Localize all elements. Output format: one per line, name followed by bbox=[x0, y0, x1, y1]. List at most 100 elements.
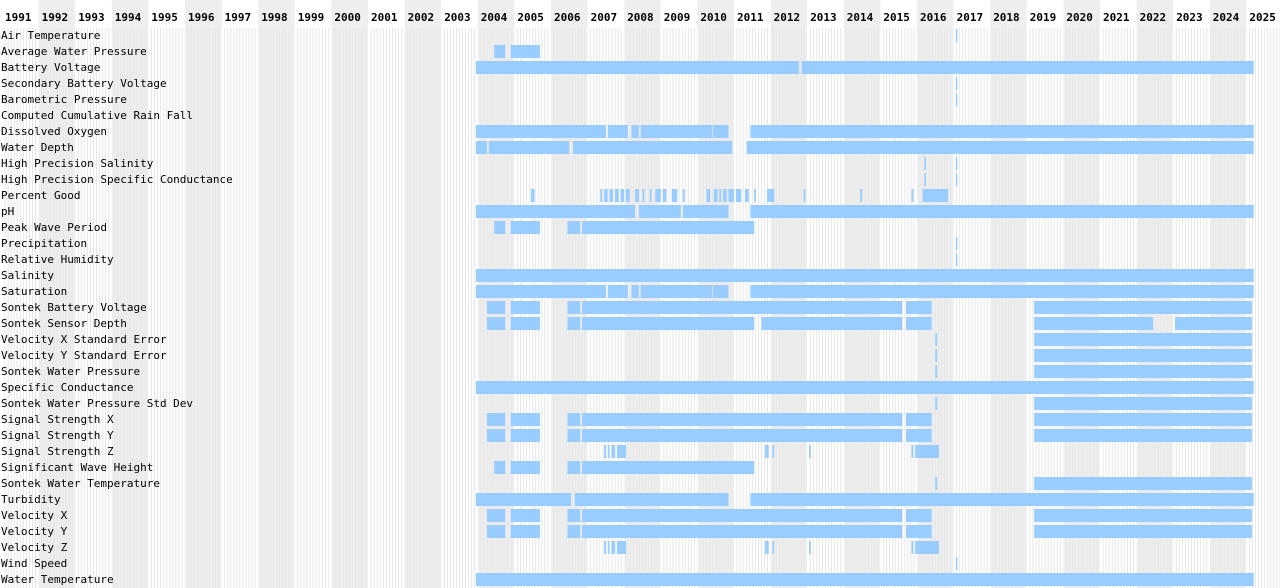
year-label-2018: 2018 bbox=[993, 11, 1020, 24]
availability-bar bbox=[911, 445, 914, 458]
availability-bar bbox=[640, 285, 713, 298]
parameter-label: Percent Good bbox=[1, 189, 80, 202]
availability-bar bbox=[935, 333, 938, 346]
availability-bar bbox=[494, 221, 506, 234]
availability-bar bbox=[609, 189, 614, 202]
parameter-label: High Precision Specific Conductance bbox=[1, 173, 233, 186]
year-label-2006: 2006 bbox=[554, 11, 581, 24]
availability-bar bbox=[766, 189, 775, 202]
availability-bar bbox=[765, 445, 769, 458]
year-label-1996: 1996 bbox=[188, 11, 215, 24]
year-label-2020: 2020 bbox=[1066, 11, 1093, 24]
availability-bar bbox=[955, 237, 958, 250]
availability-bar bbox=[475, 205, 636, 218]
availability-bar bbox=[567, 461, 581, 474]
availability-bar bbox=[486, 301, 506, 314]
parameter-label: Salinity bbox=[1, 269, 54, 282]
availability-bar bbox=[915, 541, 939, 554]
availability-bar bbox=[620, 189, 625, 202]
availability-bar bbox=[906, 301, 932, 314]
availability-bar bbox=[803, 189, 806, 202]
availability-bar bbox=[574, 493, 729, 506]
availability-bar bbox=[809, 445, 811, 458]
availability-bar bbox=[809, 541, 811, 554]
parameter-label: Battery Voltage bbox=[1, 61, 100, 74]
availability-bar bbox=[735, 189, 742, 202]
availability-bar bbox=[475, 269, 1254, 282]
parameter-label: Sontek Sensor Depth bbox=[1, 317, 127, 330]
availability-bar bbox=[935, 349, 938, 362]
parameter-label: Signal Strength Y bbox=[1, 429, 114, 442]
availability-bar bbox=[906, 317, 932, 330]
availability-bar bbox=[510, 301, 541, 314]
parameter-label: Relative Humidity bbox=[1, 253, 114, 266]
availability-bar bbox=[906, 413, 932, 426]
availability-bar bbox=[567, 301, 581, 314]
parameter-label: Velocity Z bbox=[1, 541, 68, 554]
year-label-2019: 2019 bbox=[1030, 11, 1057, 24]
year-label-2008: 2008 bbox=[627, 11, 654, 24]
year-label-1994: 1994 bbox=[115, 11, 142, 24]
year-label-2005: 2005 bbox=[517, 11, 544, 24]
availability-bar bbox=[572, 141, 733, 154]
availability-bar bbox=[1034, 349, 1252, 362]
parameter-label: Water Depth bbox=[1, 141, 74, 154]
year-label-2011: 2011 bbox=[737, 11, 764, 24]
availability-bar bbox=[671, 189, 678, 202]
availability-bar bbox=[761, 317, 903, 330]
year-label-1995: 1995 bbox=[151, 11, 178, 24]
parameter-label: pH bbox=[1, 205, 14, 218]
year-label-2025: 2025 bbox=[1249, 11, 1276, 24]
availability-bar bbox=[906, 509, 932, 522]
availability-bar bbox=[611, 541, 616, 554]
availability-bar bbox=[567, 429, 581, 442]
parameter-label: Specific Conductance bbox=[1, 381, 133, 394]
availability-bar bbox=[1034, 413, 1252, 426]
availability-bar bbox=[582, 525, 903, 538]
availability-bar bbox=[955, 157, 958, 170]
availability-bar bbox=[510, 509, 541, 522]
availability-bar bbox=[475, 493, 572, 506]
year-label-2000: 2000 bbox=[334, 11, 361, 24]
availability-bar bbox=[510, 317, 541, 330]
availability-bar bbox=[616, 541, 627, 554]
availability-bar bbox=[649, 189, 652, 202]
availability-bar bbox=[765, 541, 769, 554]
availability-bar bbox=[750, 493, 1254, 506]
availability-bar bbox=[510, 461, 541, 474]
availability-bar bbox=[1034, 509, 1252, 522]
parameter-label: Peak Wave Period bbox=[1, 221, 107, 234]
availability-bar bbox=[486, 429, 506, 442]
availability-bar bbox=[510, 221, 541, 234]
availability-bar bbox=[611, 445, 616, 458]
parameter-label: Secondary Battery Voltage bbox=[1, 77, 167, 90]
availability-bar bbox=[744, 189, 749, 202]
year-label-1997: 1997 bbox=[225, 11, 252, 24]
availability-bar bbox=[607, 541, 610, 554]
availability-bar bbox=[712, 285, 729, 298]
availability-bar bbox=[682, 189, 685, 202]
availability-bar bbox=[604, 445, 606, 458]
availability-bar bbox=[706, 189, 711, 202]
availability-bar bbox=[600, 189, 603, 202]
year-label-1998: 1998 bbox=[261, 11, 288, 24]
parameter-label: Turbidity bbox=[1, 493, 61, 506]
year-label-2009: 2009 bbox=[664, 11, 691, 24]
availability-bar bbox=[475, 61, 800, 74]
parameter-label: Saturation bbox=[1, 285, 67, 298]
availability-bar bbox=[713, 189, 718, 202]
availability-bar bbox=[607, 125, 628, 138]
availability-bar bbox=[801, 61, 1254, 74]
availability-bar bbox=[922, 189, 949, 202]
availability-bar bbox=[582, 509, 903, 522]
availability-bar bbox=[475, 125, 606, 138]
availability-bar bbox=[626, 189, 630, 202]
availability-bar bbox=[955, 77, 958, 90]
availability-bar bbox=[486, 525, 506, 538]
year-label-1992: 1992 bbox=[42, 11, 69, 24]
availability-bar bbox=[712, 125, 729, 138]
availability-bar bbox=[728, 189, 734, 202]
availability-bar bbox=[567, 509, 581, 522]
availability-bar bbox=[567, 317, 581, 330]
